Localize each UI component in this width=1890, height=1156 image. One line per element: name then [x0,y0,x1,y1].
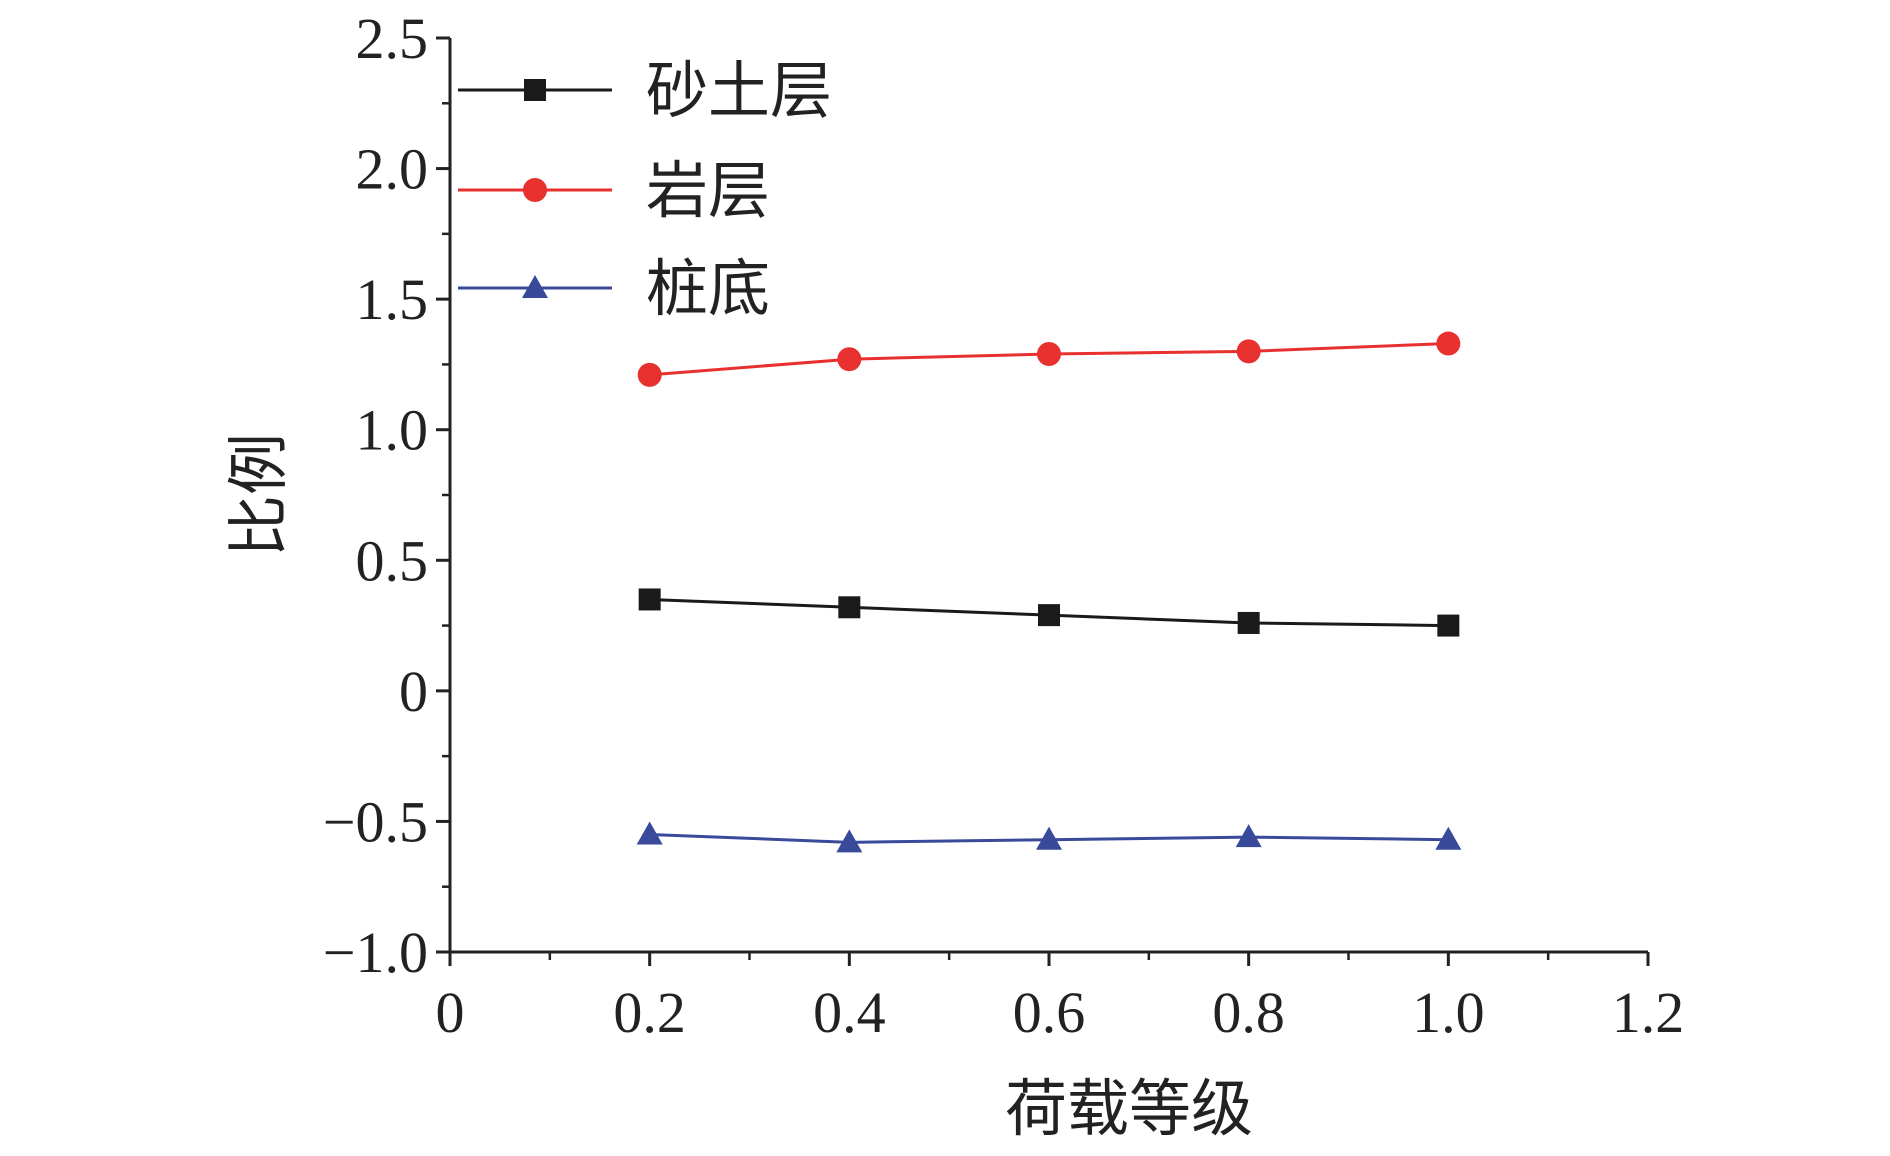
legend-label: 岩层 [646,158,770,226]
legend-label: 桩底 [646,256,770,324]
series-layer [636,331,1462,853]
y-axis-title: 比例 [226,433,294,557]
data-point [637,362,662,387]
data-point [837,347,862,372]
legend-entry: 岩层 [458,158,770,226]
legend-entry: 砂土层 [458,58,832,126]
data-point [1435,826,1462,850]
x-tick-label: 1.2 [1612,980,1685,1045]
series-3 [636,821,1462,853]
y-tick-label: −0.5 [323,789,428,854]
legend-marker [522,275,548,298]
legend-entry: 桩底 [458,256,770,324]
data-point [838,596,861,619]
data-point [1437,614,1460,637]
y-tick-label: −1.0 [323,920,428,985]
y-tick-label: 1.5 [356,267,429,332]
data-point [1235,824,1262,848]
y-tick-label: 2.5 [356,6,429,71]
x-axis-ticks: 0 0.2 0.4 0.6 0.8 1.0 1.2 [436,952,1685,1045]
legend-marker [524,79,546,101]
data-point [1436,331,1461,356]
y-tick-label: 0.5 [356,528,429,593]
x-axis-title: 荷载等级 [1005,1076,1253,1144]
data-point [1038,604,1060,627]
data-point [1037,341,1061,366]
axes [448,38,1648,954]
data-point [836,829,863,853]
y-tick-label: 1.0 [356,398,429,463]
series-1 [638,588,1460,637]
y-axis-ticks: −1.0 −0.5 0 0.5 1.0 1.5 2.0 2.5 [323,6,450,985]
x-tick-label: 0.8 [1212,980,1285,1045]
x-tick-label: 0.6 [1013,980,1086,1045]
x-tick-label: 0.2 [613,980,686,1045]
legend-label: 砂土层 [646,58,832,126]
data-point [638,588,661,611]
series-2 [637,331,1461,387]
x-tick-label: 0.4 [813,980,886,1045]
data-point [636,821,663,845]
legend-marker [523,178,547,202]
data-point [1036,826,1062,850]
y-tick-label: 0 [399,659,428,724]
data-point [1237,611,1260,634]
data-point [1236,339,1261,364]
y-tick-label: 2.0 [356,137,429,202]
x-tick-label: 0 [436,980,465,1045]
x-tick-label: 1.0 [1412,980,1485,1045]
